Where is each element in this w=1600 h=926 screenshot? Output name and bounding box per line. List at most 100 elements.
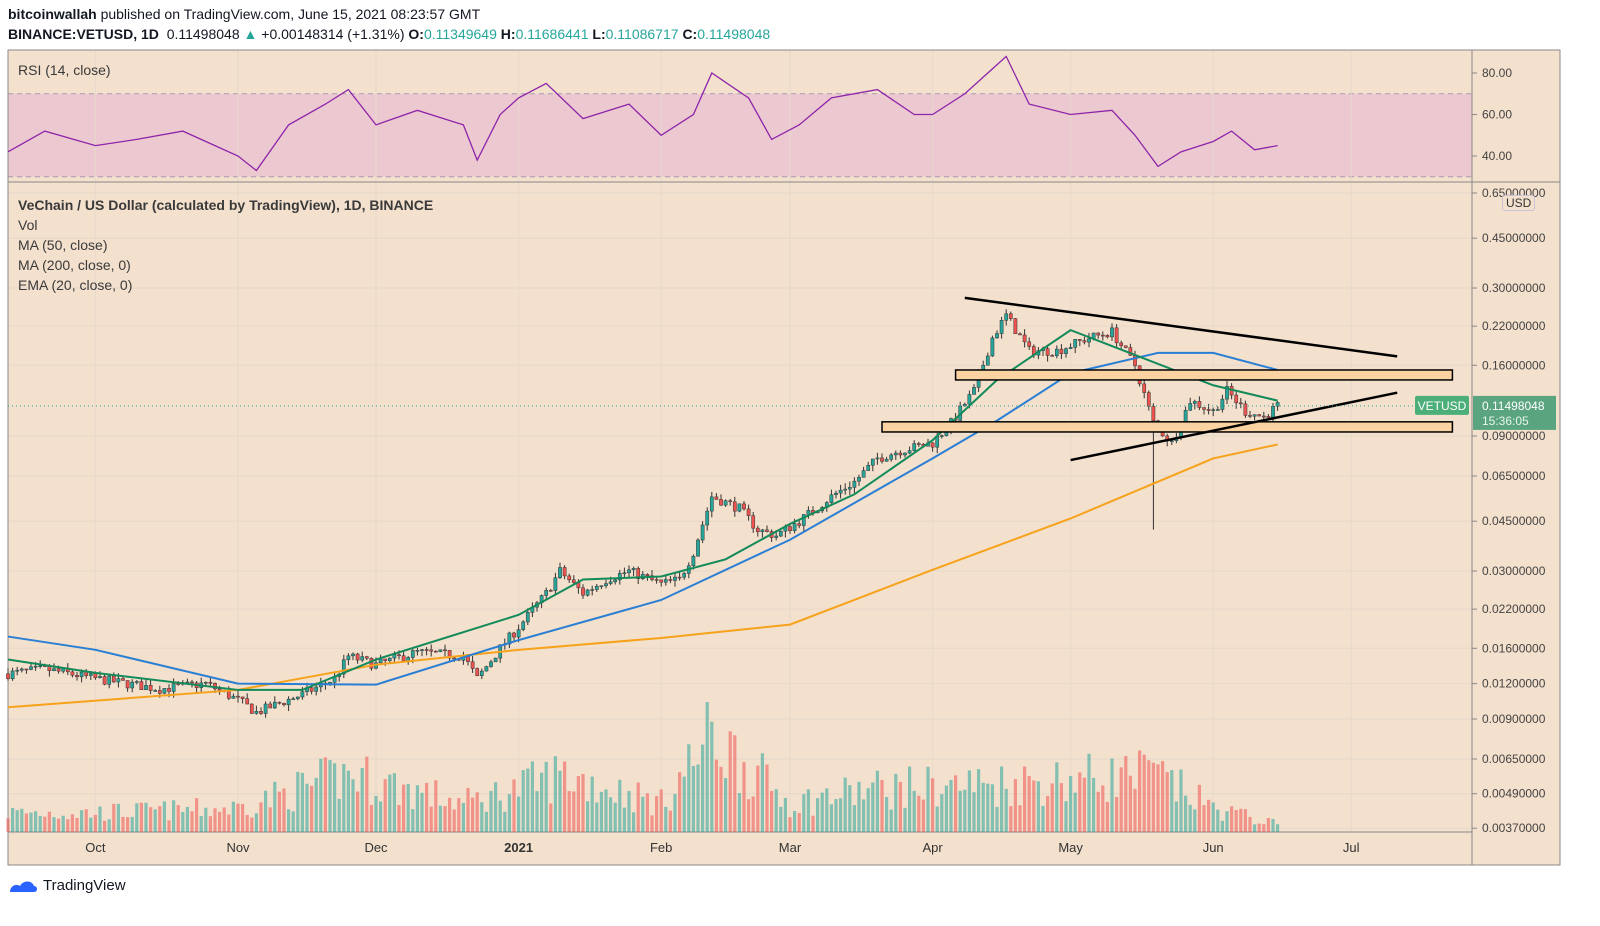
volume-bar (728, 731, 732, 832)
volume-bar (1115, 797, 1119, 832)
volume-bar (618, 779, 622, 832)
candle-body (309, 687, 314, 692)
publish-info: bitcoinwallah published on TradingView.c… (8, 6, 480, 22)
candle-body (1211, 409, 1216, 411)
volume-bar (107, 819, 111, 832)
candle-body (277, 701, 282, 704)
candle-body (1077, 339, 1082, 341)
legend-ma200[interactable]: MA (200, close, 0) (18, 257, 131, 273)
legend-vol[interactable]: Vol (18, 217, 38, 233)
volume-bar (765, 764, 769, 832)
volume-bar (645, 793, 649, 832)
volume-bar (195, 798, 199, 832)
volume-bar (38, 815, 42, 832)
volume-bar (369, 804, 373, 832)
candle-body (295, 696, 300, 700)
volume-bar (931, 778, 935, 832)
rsi-tick-label: 40.00 (1482, 149, 1512, 163)
candle-body (1151, 406, 1156, 422)
candle-body (369, 657, 374, 669)
price-tick-label: 0.01600000 (1482, 641, 1546, 655)
volume-bar (296, 771, 300, 832)
volume-bar (29, 812, 33, 832)
volume-bar (397, 805, 401, 832)
candle-body (1243, 403, 1248, 416)
volume-bar (530, 761, 534, 832)
volume-bar (820, 792, 824, 832)
legend-ema20[interactable]: EMA (20, close, 0) (18, 277, 133, 293)
candle-body (171, 683, 176, 692)
candle-body (907, 450, 912, 454)
candle-body (668, 579, 673, 581)
candle-body (148, 685, 153, 691)
volume-bar (986, 783, 990, 832)
candle-body (452, 657, 457, 660)
time-axis-background (8, 832, 1472, 865)
volume-bar (967, 770, 971, 832)
volume-bar (885, 796, 889, 832)
candle-body (760, 529, 765, 533)
publisher[interactable]: bitcoinwallah (8, 6, 97, 22)
volume-bar (535, 791, 539, 832)
volume-bar (406, 783, 410, 832)
candle-body (268, 703, 273, 709)
candle-body (788, 526, 792, 531)
candle-body (866, 464, 871, 471)
price-tick-label: 0.00490000 (1482, 787, 1546, 801)
volume-bar (719, 766, 723, 832)
candle-body (1202, 407, 1206, 410)
volume-bar (990, 784, 994, 832)
candle-body (489, 661, 493, 667)
volume-bar (875, 770, 879, 832)
candle-body (654, 579, 659, 581)
candle-body (1068, 347, 1073, 349)
candle-body (15, 669, 20, 672)
legend-ma50[interactable]: MA (50, close) (18, 237, 108, 253)
candle-body (259, 711, 263, 714)
time-tick-label: Feb (650, 840, 672, 855)
volume-bar (47, 811, 51, 832)
candle-body (475, 668, 480, 676)
candle-body (24, 668, 29, 671)
volume-bar (829, 804, 833, 832)
candle-body (705, 510, 710, 526)
volume-bar (158, 806, 162, 832)
candle-body (111, 675, 116, 683)
candle-body (10, 670, 15, 680)
candle-body (300, 691, 305, 698)
volume-bar (507, 794, 511, 832)
candle-body (581, 587, 585, 596)
candle-body (144, 685, 148, 690)
candle-body (314, 686, 319, 692)
volume-bar (273, 781, 277, 832)
volume-bar (563, 761, 567, 832)
volume-bar (963, 789, 967, 832)
volume-bar (1046, 796, 1050, 832)
candle-body (755, 527, 760, 533)
rsi-legend[interactable]: RSI (14, close) (18, 62, 111, 78)
candle-body (424, 649, 429, 651)
candle-body (516, 629, 521, 638)
price-chart[interactable]: 0.650000000.450000000.300000000.22000000… (0, 0, 1600, 870)
volume-bar (627, 791, 631, 832)
candle-body (719, 499, 723, 506)
volume-bar (103, 820, 107, 832)
volume-bar (774, 789, 778, 832)
volume-bar (894, 773, 898, 832)
candle-body (19, 668, 24, 671)
volume-bar (581, 774, 585, 832)
volume-bar (1179, 769, 1183, 832)
volume-bar (1161, 761, 1165, 832)
volume-bar (489, 790, 493, 832)
last-price-tag (1473, 395, 1556, 430)
volume-bar (940, 794, 944, 832)
footer-brand[interactable]: TradingView (43, 877, 126, 894)
candle-body (834, 492, 838, 496)
candle-body (217, 688, 222, 691)
price-tick-label: 0.16000000 (1482, 358, 1546, 372)
currency-badge[interactable]: USD (1502, 195, 1536, 211)
volume-bar (958, 790, 962, 832)
symbol-info: BINANCE:VETUSD, 1D 0.11498048 ▲ +0.00148… (8, 26, 770, 42)
volume-bar (917, 795, 921, 832)
high-value: 0.11686441 (515, 26, 589, 42)
